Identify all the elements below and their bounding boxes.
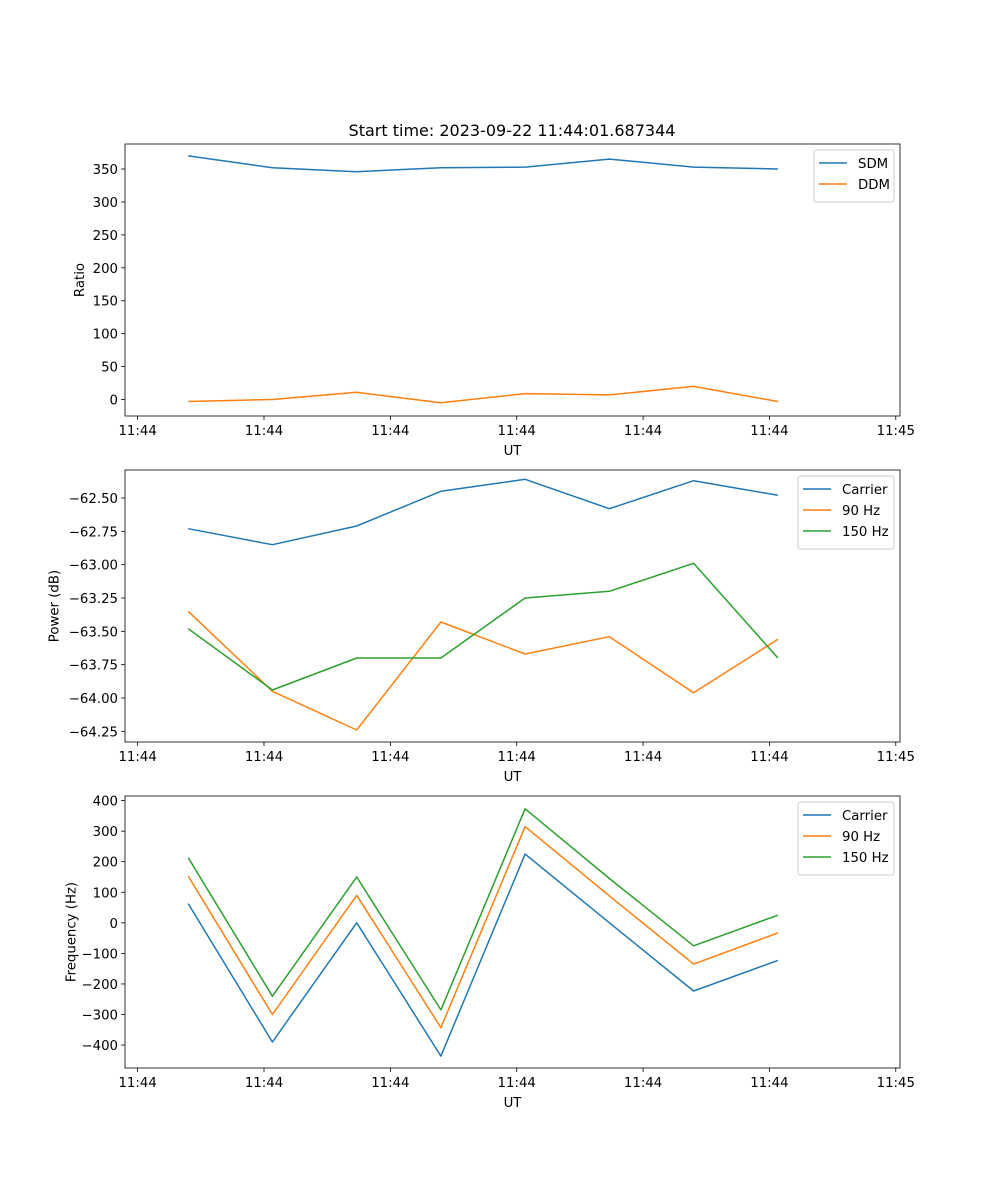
legend-label: 150 Hz	[842, 851, 889, 866]
y-tick-label: −100	[81, 947, 118, 962]
legend-label: 150 Hz	[842, 525, 889, 540]
x-tick-label: 11:44	[498, 1076, 536, 1091]
x-tick-label: 11:44	[245, 750, 283, 765]
series-line-150-hz	[187, 808, 779, 1011]
axes-frame	[124, 795, 901, 1069]
y-tick-label: 50	[101, 361, 118, 376]
y-tick-label: 150	[93, 295, 118, 310]
legend-label: DDM	[858, 178, 890, 193]
axes-frame	[124, 143, 901, 417]
x-tick-label: 11:44	[371, 1076, 409, 1091]
y-tick-label: 200	[93, 262, 118, 277]
series-line-90-hz	[187, 610, 779, 731]
y-tick-label: 200	[93, 856, 118, 871]
y-tick-label: −63.25	[69, 592, 118, 607]
y-tick-label: −64.25	[69, 725, 118, 740]
y-tick-label: −300	[81, 1009, 118, 1024]
x-tick-label: 11:44	[118, 1076, 156, 1091]
y-tick-label: −62.75	[69, 525, 118, 540]
y-tick-label: 100	[93, 328, 118, 343]
y-tick-label: 0	[110, 394, 118, 409]
chart-panel-2: 11:44 11:44 11:44 11:44 11:44 11:44 11:45 −64.2…	[48, 469, 915, 785]
x-axis-label: UT	[504, 770, 523, 785]
series-line-carrier	[187, 853, 779, 1057]
y-axis-label: Ratio	[73, 263, 88, 297]
x-tick-label: 11:44	[498, 424, 536, 439]
x-tick-label: 11:44	[371, 750, 409, 765]
legend-label: SDM	[858, 157, 888, 172]
series-line-ddm	[188, 385, 779, 404]
plots: 11:44 11:44 11:44 11:44 11:44 11:44 11:45 0 50 10…	[48, 143, 915, 1111]
x-tick-label: 11:45	[877, 750, 915, 765]
x-tick-label: 11:44	[245, 1076, 283, 1091]
y-tick-label: 250	[93, 229, 118, 244]
figure-title: Start time: 2023-09-22 11:44:01.687344	[349, 121, 676, 140]
x-tick-label: 11:44	[624, 424, 662, 439]
y-tick-label: 300	[93, 825, 118, 840]
chart-panel-1: 11:44 11:44 11:44 11:44 11:44 11:44 11:45 0 50 10…	[73, 143, 915, 459]
x-tick-label: 11:45	[877, 1076, 915, 1091]
x-axis-label: UT	[504, 444, 523, 459]
x-tick-label: 11:45	[877, 424, 915, 439]
x-tick-label: 11:44	[750, 424, 788, 439]
x-tick-label: 11:44	[118, 424, 156, 439]
y-tick-label: −63.00	[69, 559, 118, 574]
axes-frame	[124, 469, 901, 743]
x-tick-label: 11:44	[750, 1076, 788, 1091]
y-tick-label: 350	[93, 163, 118, 178]
series-line-carrier	[188, 478, 779, 546]
legend-label: 90 Hz	[842, 504, 880, 519]
x-tick-label: 11:44	[498, 750, 536, 765]
legend: Carrier 90 Hz 150 Hz	[797, 801, 895, 876]
legend: Carrier 90 Hz 150 Hz	[797, 475, 895, 550]
legend-label: 90 Hz	[842, 830, 880, 845]
y-axis-label: Frequency (Hz)	[64, 882, 79, 982]
y-tick-label: −200	[81, 978, 118, 993]
legend-label: Carrier	[842, 809, 888, 824]
series-line-sdm	[188, 155, 778, 173]
chart-panel-3: 11:44 11:44 11:44 11:44 11:44 11:44 11:45 −400 −…	[64, 795, 915, 1111]
y-tick-label: 0	[110, 917, 118, 932]
x-tick-label: 11:44	[371, 424, 409, 439]
y-tick-label: −63.75	[69, 659, 118, 674]
y-tick-label: −64.00	[69, 692, 118, 707]
x-tick-label: 11:44	[750, 750, 788, 765]
y-tick-label: −63.50	[69, 625, 118, 640]
y-tick-label: −400	[81, 1039, 118, 1054]
series-line-90-hz	[187, 825, 779, 1029]
legend: SDM DDM	[813, 149, 895, 203]
y-tick-label: 100	[93, 886, 118, 901]
x-tick-label: 11:44	[245, 424, 283, 439]
y-axis-label: Power (dB)	[48, 570, 63, 642]
x-tick-label: 11:44	[118, 750, 156, 765]
y-tick-label: 300	[93, 196, 118, 211]
x-axis-label: UT	[504, 1096, 523, 1111]
y-tick-label: −62.50	[69, 492, 118, 507]
x-tick-label: 11:44	[624, 750, 662, 765]
y-tick-label: 400	[93, 795, 118, 810]
x-tick-label: 11:44	[624, 1076, 662, 1091]
legend-label: Carrier	[842, 483, 888, 498]
series-line-150-hz	[187, 562, 779, 691]
